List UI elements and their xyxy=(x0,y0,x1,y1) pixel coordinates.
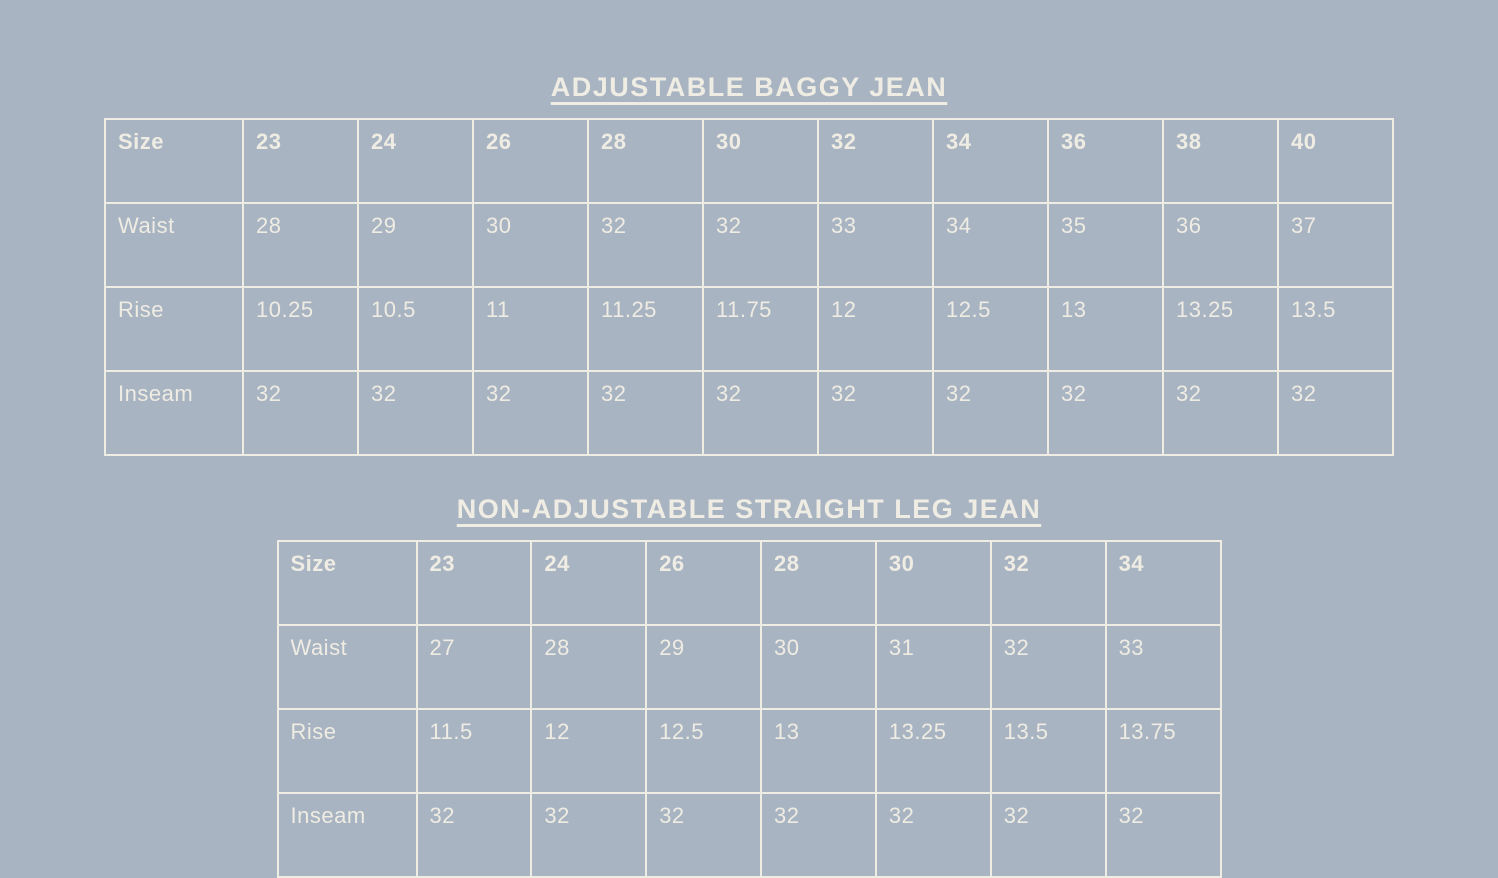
row-label-cell: Rise xyxy=(276,708,418,794)
value-cell: 13.75 xyxy=(1104,708,1222,794)
value-cell: 32 xyxy=(242,370,359,456)
value-cell: 27 xyxy=(415,624,533,710)
non-adjustable-straight-leg-jean-section: NON-ADJUSTABLE STRAIGHT LEG JEAN Size 23 2… xyxy=(0,493,1498,878)
value-cell: 30 xyxy=(472,202,589,288)
value-cell: 11.75 xyxy=(702,286,819,372)
header-size-cell: 24 xyxy=(357,118,474,204)
table-row: Inseam 32 32 32 32 32 32 32 xyxy=(276,792,1222,878)
value-cell: 10.5 xyxy=(357,286,474,372)
size-header-row: Size 23 24 26 28 30 32 34 xyxy=(276,540,1222,626)
value-cell: 11.5 xyxy=(415,708,533,794)
value-cell: 32 xyxy=(874,792,992,878)
value-cell: 32 xyxy=(530,792,648,878)
value-cell: 32 xyxy=(1047,370,1164,456)
table-row: Waist 28 29 30 32 32 33 34 35 36 37 xyxy=(104,202,1394,288)
value-cell: 12.5 xyxy=(645,708,763,794)
value-cell: 33 xyxy=(817,202,934,288)
header-label-cell: Size xyxy=(276,540,418,626)
size-chart-page: ADJUSTABLE BAGGY JEAN Size 23 24 26 28 30 32 34… xyxy=(0,71,1498,878)
table-title-adjustable-baggy-jean: ADJUSTABLE BAGGY JEAN xyxy=(550,72,948,102)
value-cell: 32 xyxy=(1277,370,1394,456)
header-size-cell: 23 xyxy=(415,540,533,626)
value-cell: 32 xyxy=(932,370,1049,456)
table-row: Waist 27 28 29 30 31 32 33 xyxy=(276,624,1222,710)
value-cell: 12.5 xyxy=(932,286,1049,372)
value-cell: 32 xyxy=(645,792,763,878)
header-size-cell: 24 xyxy=(530,540,648,626)
table-row: Inseam 32 32 32 32 32 32 32 32 32 32 xyxy=(104,370,1394,456)
row-label-cell: Waist xyxy=(104,202,244,288)
value-cell: 13 xyxy=(1047,286,1164,372)
value-cell: 29 xyxy=(645,624,763,710)
adjustable-baggy-jean-table: Size 23 24 26 28 30 32 34 36 38 40 Waist 28 29 30 32 32 3… xyxy=(104,118,1394,456)
value-cell: 28 xyxy=(242,202,359,288)
value-cell: 32 xyxy=(702,202,819,288)
value-cell: 13.25 xyxy=(1162,286,1279,372)
value-cell: 32 xyxy=(1162,370,1279,456)
value-cell: 32 xyxy=(989,624,1107,710)
header-size-cell: 23 xyxy=(242,118,359,204)
value-cell: 13.5 xyxy=(989,708,1107,794)
value-cell: 32 xyxy=(702,370,819,456)
value-cell: 37 xyxy=(1277,202,1394,288)
value-cell: 32 xyxy=(472,370,589,456)
header-size-cell: 26 xyxy=(472,118,589,204)
value-cell: 10.25 xyxy=(242,286,359,372)
value-cell: 11 xyxy=(472,286,589,372)
value-cell: 32 xyxy=(357,370,474,456)
row-label-cell: Waist xyxy=(276,624,418,710)
size-header-row: Size 23 24 26 28 30 32 34 36 38 40 xyxy=(104,118,1394,204)
value-cell: 13.25 xyxy=(874,708,992,794)
value-cell: 29 xyxy=(357,202,474,288)
value-cell: 35 xyxy=(1047,202,1164,288)
table-title-non-adjustable-straight-leg-jean: NON-ADJUSTABLE STRAIGHT LEG JEAN xyxy=(456,494,1042,524)
header-size-cell: 34 xyxy=(1104,540,1222,626)
value-cell: 11.25 xyxy=(587,286,704,372)
header-size-cell: 32 xyxy=(817,118,934,204)
value-cell: 32 xyxy=(587,202,704,288)
header-size-cell: 32 xyxy=(989,540,1107,626)
row-label-cell: Rise xyxy=(104,286,244,372)
row-label-cell: Inseam xyxy=(104,370,244,456)
header-label-cell: Size xyxy=(104,118,244,204)
value-cell: 34 xyxy=(932,202,1049,288)
table-row: Rise 11.5 12 12.5 13 13.25 13.5 13.75 xyxy=(276,708,1222,794)
row-label-cell: Inseam xyxy=(276,792,418,878)
value-cell: 32 xyxy=(415,792,533,878)
header-size-cell: 30 xyxy=(874,540,992,626)
value-cell: 12 xyxy=(530,708,648,794)
non-adjustable-straight-leg-jean-table: Size 23 24 26 28 30 32 34 Waist 27 28 29 30 31 32 33 Ris… xyxy=(276,540,1222,878)
value-cell: 36 xyxy=(1162,202,1279,288)
header-size-cell: 28 xyxy=(587,118,704,204)
value-cell: 28 xyxy=(530,624,648,710)
header-size-cell: 28 xyxy=(760,540,877,626)
value-cell: 13 xyxy=(760,708,877,794)
header-size-cell: 40 xyxy=(1277,118,1394,204)
value-cell: 30 xyxy=(760,624,877,710)
value-cell: 32 xyxy=(760,792,877,878)
table-row: Rise 10.25 10.5 11 11.25 11.75 12 12.5 13 13.25 13… xyxy=(104,286,1394,372)
header-size-cell: 38 xyxy=(1162,118,1279,204)
value-cell: 32 xyxy=(1104,792,1222,878)
header-size-cell: 30 xyxy=(702,118,819,204)
value-cell: 31 xyxy=(874,624,992,710)
value-cell: 13.5 xyxy=(1277,286,1394,372)
adjustable-baggy-jean-section: ADJUSTABLE BAGGY JEAN Size 23 24 26 28 30 32 34… xyxy=(0,71,1498,456)
value-cell: 12 xyxy=(817,286,934,372)
header-size-cell: 26 xyxy=(645,540,763,626)
value-cell: 32 xyxy=(817,370,934,456)
header-size-cell: 36 xyxy=(1047,118,1164,204)
value-cell: 32 xyxy=(587,370,704,456)
value-cell: 33 xyxy=(1104,624,1222,710)
header-size-cell: 34 xyxy=(932,118,1049,204)
value-cell: 32 xyxy=(989,792,1107,878)
